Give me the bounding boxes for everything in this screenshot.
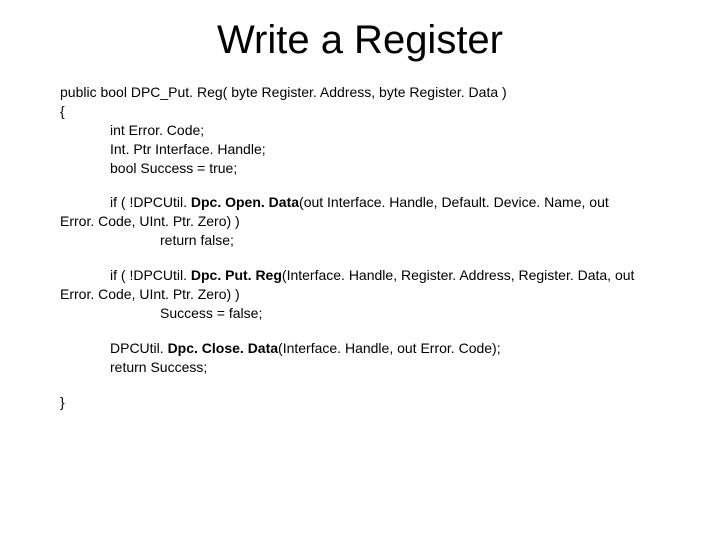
open-brace: {	[60, 102, 660, 121]
if-open-block: if ( !DPCUtil. Dpc. Open. Data(out Inter…	[60, 193, 660, 250]
close-brace: }	[60, 393, 660, 412]
if-open-return: return false;	[160, 231, 660, 250]
return-success: return Success;	[110, 358, 660, 377]
if-put-line1: if ( !DPCUtil. Dpc. Put. Reg(Interface. …	[110, 266, 660, 285]
decl-line: int Error. Code;	[110, 121, 660, 140]
if-open-line2: Error. Code, UInt. Ptr. Zero) )	[60, 212, 660, 231]
close-call-line: DPCUtil. Dpc. Close. Data(Interface. Han…	[110, 339, 660, 358]
decl-line: bool Success = true;	[110, 159, 660, 178]
page-title: Write a Register	[0, 0, 720, 83]
method-name: Dpc. Open. Data	[191, 194, 299, 210]
text: if ( !DPCUtil.	[110, 194, 191, 210]
text: (Interface. Handle, out Error. Code);	[278, 340, 501, 356]
text: DPCUtil.	[110, 340, 168, 356]
if-put-line2: Error. Code, UInt. Ptr. Zero) )	[60, 285, 660, 304]
text: (Interface. Handle, Register. Address, R…	[282, 267, 635, 283]
if-put-block: if ( !DPCUtil. Dpc. Put. Reg(Interface. …	[60, 266, 660, 323]
method-name: Dpc. Close. Data	[168, 340, 278, 356]
code-body: public bool DPC_Put. Reg( byte Register.…	[0, 83, 720, 411]
signature-block: public bool DPC_Put. Reg( byte Register.…	[60, 83, 660, 177]
method-name: Dpc. Put. Reg	[191, 267, 282, 283]
if-open-line1: if ( !DPCUtil. Dpc. Open. Data(out Inter…	[110, 193, 660, 212]
if-put-return: Success = false;	[160, 304, 660, 323]
decl-line: Int. Ptr Interface. Handle;	[110, 140, 660, 159]
text: (out Interface. Handle, Default. Device.…	[299, 194, 609, 210]
close-block: DPCUtil. Dpc. Close. Data(Interface. Han…	[60, 339, 660, 377]
slide: Write a Register public bool DPC_Put. Re…	[0, 0, 720, 540]
text: if ( !DPCUtil.	[110, 267, 191, 283]
signature-line: public bool DPC_Put. Reg( byte Register.…	[60, 83, 660, 102]
